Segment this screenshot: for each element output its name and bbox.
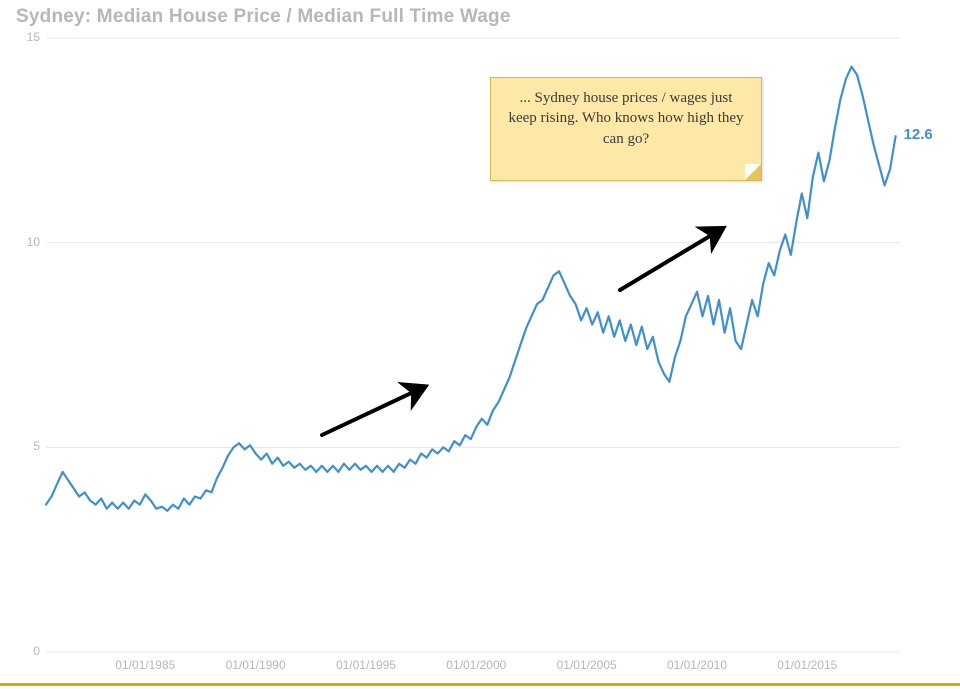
x-tick-label: 01/01/2005: [557, 658, 617, 672]
x-tick-label: 01/01/2000: [446, 658, 506, 672]
x-tick-label: 01/01/1985: [115, 658, 175, 672]
y-tick-label: 0: [6, 644, 40, 658]
bottom-gold-rule: [0, 683, 960, 686]
x-tick-label: 01/01/2015: [777, 658, 837, 672]
x-tick-label: 01/01/1990: [226, 658, 286, 672]
data-line: [46, 67, 896, 511]
y-tick-label: 10: [6, 235, 40, 249]
sticky-note-annotation: ... Sydney house prices / wages just kee…: [490, 77, 762, 181]
y-tick-label: 15: [6, 30, 40, 44]
sticky-note-text: ... Sydney house prices / wages just kee…: [508, 90, 743, 147]
annotation-arrows: [322, 230, 720, 435]
line-chart: [0, 0, 960, 689]
series-end-label: 12.6: [904, 126, 933, 143]
chart-container: Sydney: Median House Price / Median Full…: [0, 0, 960, 689]
x-tick-label: 01/01/2010: [667, 658, 727, 672]
y-tick-label: 5: [6, 439, 40, 453]
x-tick-label: 01/01/1995: [336, 658, 396, 672]
gridlines: [46, 38, 900, 652]
